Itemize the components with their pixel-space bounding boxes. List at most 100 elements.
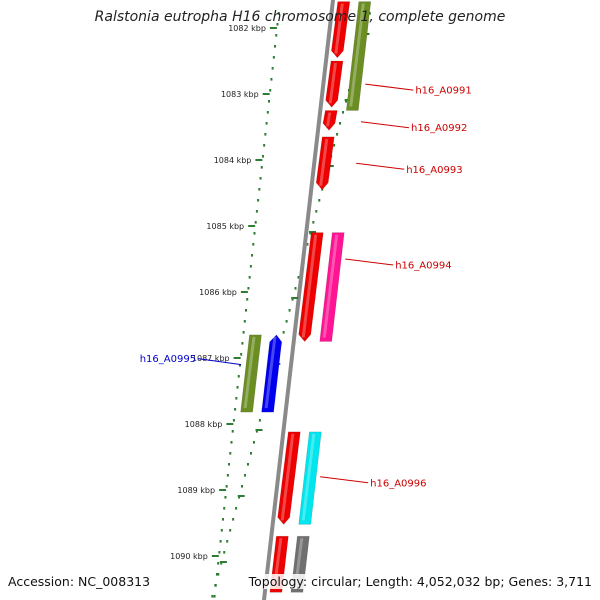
ring-dot: [265, 122, 268, 125]
feature-red-A0996: [277, 431, 301, 525]
tick-label: 1082 kbp: [228, 24, 266, 33]
ring-dot: [255, 430, 258, 433]
gene-leader-line: [320, 476, 369, 484]
ring-dot: [226, 540, 229, 543]
ring-dot: [285, 320, 288, 323]
ring-dot: [232, 419, 235, 422]
ring-dot: [291, 298, 294, 301]
feature-red-top: [331, 1, 351, 59]
ring-dot: [241, 342, 244, 345]
ring-dot: [220, 562, 223, 565]
ring-dot: [253, 232, 256, 235]
feature-blue-A0995: [261, 334, 282, 413]
feature-highlight: [334, 3, 344, 54]
feature-highlight: [243, 336, 256, 409]
tick-label: 1089 kbp: [177, 486, 215, 495]
ring-dot: [224, 496, 227, 499]
ring-dot: [226, 474, 229, 477]
ring-dot: [254, 221, 257, 224]
ring-dot: [315, 210, 318, 213]
ring-dot: [248, 276, 251, 279]
ring-dot: [229, 529, 232, 532]
ring-dot: [218, 551, 221, 554]
ring-dot: [246, 298, 249, 301]
ring-dot: [211, 595, 214, 598]
gene-label: h16_A0994: [395, 261, 451, 272]
gene-features: [240, 1, 372, 593]
ring-dot: [242, 331, 245, 334]
ring-dot: [312, 221, 315, 224]
ring-dot: [270, 78, 273, 81]
ring-dot: [257, 199, 260, 202]
ring-dot: [272, 56, 275, 59]
gene-label: h16_A0992: [411, 123, 467, 134]
ring-dot: [260, 166, 263, 169]
ring-dot: [245, 309, 248, 312]
ring-dot: [259, 177, 262, 180]
ring-dot: [251, 254, 254, 257]
ring-dot: [306, 243, 309, 246]
kbp-ticks: 1082 kbp 1083 kbp 1084 kbp 1085 kbp 1086 kbp…: [170, 24, 370, 563]
gene-label: h16_A0995: [140, 354, 196, 365]
ring-dot: [215, 573, 218, 576]
feature-olive-A0995: [240, 334, 262, 413]
ring-dot: [271, 67, 274, 70]
feature-highlight: [328, 63, 337, 104]
ring-dot: [252, 243, 255, 246]
ring-dot: [213, 595, 216, 598]
ring-dot: [336, 133, 339, 136]
accession-text: Accession: NC_008313: [8, 574, 151, 589]
ring-dot: [223, 551, 226, 554]
ring-dot: [223, 507, 226, 510]
tick-label: 1083 kbp: [221, 90, 259, 99]
ring-dot: [219, 540, 222, 543]
ring-dot: [243, 320, 246, 323]
gene-leader-line: [198, 358, 242, 366]
ring-dot: [232, 518, 235, 521]
ring-dot: [228, 463, 231, 466]
feature-highlight: [349, 3, 365, 107]
ring-dot: [225, 485, 228, 488]
ring-dot: [252, 441, 255, 444]
ring-dot: [297, 276, 300, 279]
ring-dot: [214, 584, 217, 587]
gene-leader-line: [365, 83, 414, 91]
ring-dot: [238, 364, 241, 367]
ring-dot: [237, 375, 240, 378]
ring-dot: [269, 89, 272, 92]
tick-label: 1086 kbp: [199, 288, 237, 297]
ring-dot: [249, 452, 252, 455]
ring-dot: [231, 430, 234, 433]
ring-dot: [368, 12, 371, 15]
feature-olive-top: [345, 1, 372, 111]
ring-dot: [238, 496, 241, 499]
outer-dotted-ring-left: [213, 12, 280, 598]
feature-red-A0993: [315, 136, 335, 191]
gene-labels: h16_A0991 h16_A0992 h16_A0993 h16_A0994 h16_…: [140, 83, 472, 489]
ring-dot: [241, 485, 244, 488]
ring-dot: [220, 529, 223, 532]
ring-dot: [230, 441, 233, 444]
ring-dot: [235, 507, 238, 510]
feature-highlight: [326, 112, 332, 127]
tick-label: 1090 kbp: [170, 552, 208, 561]
tick-label: 1088 kbp: [185, 420, 223, 429]
ring-dot: [342, 111, 345, 114]
ring-dot: [294, 287, 297, 290]
tick-label: 1087 kbp: [192, 354, 230, 363]
tick-label: 1084 kbp: [214, 156, 252, 165]
gene-leader-line: [345, 258, 394, 266]
feature-cyan-A0996: [298, 431, 322, 525]
ring-dot: [261, 155, 264, 158]
ring-dot: [249, 265, 252, 268]
ring-dot: [255, 210, 258, 213]
map-title: Ralstonia eutropha H16 chromosome 1, com…: [94, 9, 506, 25]
feature-red-A0994: [298, 232, 324, 342]
ring-dot: [247, 287, 250, 290]
ring-dot: [217, 562, 220, 565]
feature-red-1083: [325, 60, 344, 108]
ring-dot: [318, 199, 321, 202]
feature-highlight: [319, 138, 329, 186]
ring-dot: [274, 45, 277, 48]
